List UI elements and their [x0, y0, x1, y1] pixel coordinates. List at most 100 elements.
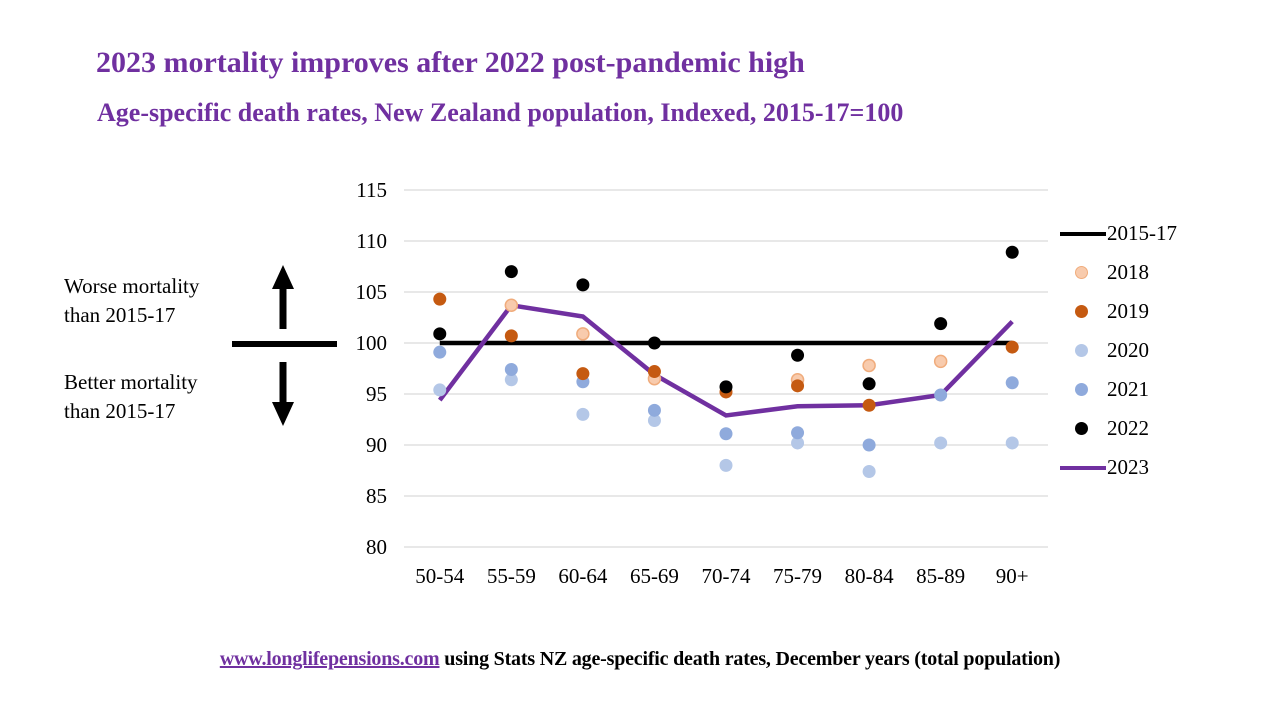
data-point-2021-85-89 [934, 388, 948, 402]
y-tick-label-85: 85 [366, 484, 387, 508]
legend-item-2015-17: 2015-17 [1060, 214, 1270, 253]
x-axis-label-75-79: 75-79 [773, 564, 822, 588]
data-point-2022-50-54 [433, 327, 447, 341]
data-point-2019-75-79 [791, 379, 805, 393]
data-point-2020-50-54 [433, 383, 447, 397]
line-swatch-icon [1060, 465, 1106, 470]
legend-swatch-2021 [1060, 383, 1107, 396]
data-point-2018-80-84 [862, 358, 876, 373]
data-point-2019-65-69 [647, 365, 661, 379]
slide-title: 2023 mortality improves after 2022 post-… [96, 46, 805, 79]
data-point-2019-50-54 [433, 292, 447, 306]
x-axis-label-65-69: 65-69 [630, 564, 679, 588]
x-axis-label-85-89: 85-89 [916, 564, 965, 588]
data-point-2019-60-64 [576, 367, 590, 381]
dot-swatch-icon [1075, 344, 1088, 357]
legend-item-2020: 2020 [1060, 331, 1270, 370]
data-point-2021-70-74 [719, 427, 733, 441]
annotation-worse-mortality: Worse mortality than 2015-17 [64, 272, 254, 330]
data-point-2018-60-64 [576, 327, 590, 341]
data-point-2022-80-84 [862, 377, 876, 391]
chart-legend: 2015-17 2018 2019 2020 2021 2022 2023 [1060, 214, 1270, 487]
line-swatch-icon [1060, 231, 1106, 236]
data-point-2021-80-84 [862, 438, 876, 452]
annotation-better-line2: than 2015-17 [64, 399, 176, 423]
baseline-divider-bar [232, 341, 337, 347]
data-point-2022-85-89 [934, 317, 948, 331]
legend-swatch-2015-17 [1060, 231, 1107, 236]
legend-swatch-2019 [1060, 305, 1107, 318]
x-axis-label-60-64: 60-64 [558, 564, 607, 588]
data-point-2022-60-64 [576, 278, 590, 292]
legend-label-2021: 2021 [1107, 377, 1149, 401]
legend-label-2018: 2018 [1107, 260, 1149, 284]
annotation-worse-line2: than 2015-17 [64, 303, 176, 327]
data-point-2018-85-89 [933, 354, 948, 369]
y-tick-label-115: 115 [356, 178, 387, 202]
legend-item-2019: 2019 [1060, 292, 1270, 331]
dot-swatch-icon [1075, 383, 1088, 396]
legend-swatch-2018 [1060, 266, 1107, 279]
x-axis-label-50-54: 50-54 [415, 564, 464, 588]
slide-subtitle: Age-specific death rates, New Zealand po… [97, 98, 904, 127]
data-point-2019-80-84 [862, 398, 876, 412]
y-tick-label-105: 105 [356, 280, 388, 304]
data-point-2021-65-69 [647, 403, 661, 417]
data-point-2022-65-69 [647, 336, 661, 350]
dot-swatch-icon [1075, 266, 1088, 279]
data-point-2020-60-64 [576, 407, 590, 421]
annotation-better-line1: Better mortality [64, 370, 198, 394]
data-point-2022-55-59 [504, 265, 518, 279]
legend-item-2021: 2021 [1060, 370, 1270, 409]
data-point-2020-65-69 [647, 414, 661, 428]
legend-item-2018: 2018 [1060, 253, 1270, 292]
data-point-2019-55-59 [504, 329, 518, 343]
legend-label-2015-17: 2015-17 [1107, 221, 1177, 245]
legend-item-2023: 2023 [1060, 448, 1270, 487]
data-point-2021-50-54 [433, 345, 447, 359]
data-point-2020-80-84 [862, 465, 876, 479]
legend-label-2022: 2022 [1107, 416, 1149, 440]
data-point-2020-90+ [1005, 436, 1019, 450]
data-point-2022-70-74 [719, 380, 733, 394]
data-point-2021-90+ [1005, 376, 1019, 390]
footer-source-text: using Stats NZ age-specific death rates,… [439, 648, 1061, 670]
data-point-2020-85-89 [934, 436, 948, 450]
legend-item-2022: 2022 [1060, 409, 1270, 448]
series-line-2023 [437, 302, 1014, 418]
annotation-better-mortality: Better mortality than 2015-17 [64, 368, 254, 426]
legend-label-2020: 2020 [1107, 338, 1149, 362]
x-axis-label-55-59: 55-59 [487, 564, 536, 588]
legend-swatch-2020 [1060, 344, 1107, 357]
y-tick-label-80: 80 [366, 535, 387, 559]
y-tick-label-90: 90 [366, 433, 387, 457]
dot-swatch-icon [1075, 305, 1088, 318]
x-axis-label-70-74: 70-74 [702, 564, 751, 588]
legend-swatch-2022 [1060, 422, 1107, 435]
data-point-2022-90+ [1005, 245, 1019, 259]
data-point-2022-75-79 [791, 348, 805, 362]
data-point-2021-75-79 [791, 426, 805, 440]
y-tick-label-95: 95 [366, 382, 387, 406]
data-point-2021-55-59 [504, 363, 518, 377]
up-arrow-icon [272, 265, 294, 329]
data-point-2020-55-59 [504, 373, 518, 387]
data-point-2019-90+ [1005, 340, 1019, 354]
down-arrow-icon [272, 362, 294, 426]
data-point-2020-70-74 [719, 458, 733, 472]
footer-source: www.longlifepensions.com using Stats NZ … [0, 648, 1280, 671]
data-point-2020-75-79 [791, 436, 805, 450]
legend-label-2023: 2023 [1107, 455, 1149, 479]
data-point-2018-55-59 [504, 298, 519, 313]
legend-swatch-2023 [1060, 465, 1107, 470]
dot-swatch-icon [1075, 422, 1088, 435]
footer-link[interactable]: www.longlifepensions.com [219, 648, 440, 670]
annotation-worse-line1: Worse mortality [64, 274, 200, 298]
y-tick-label-110: 110 [356, 229, 387, 253]
y-tick-label-100: 100 [356, 331, 388, 355]
legend-label-2019: 2019 [1107, 299, 1149, 323]
x-axis-label-90+: 90+ [996, 564, 1029, 588]
x-axis-label-80-84: 80-84 [845, 564, 894, 588]
